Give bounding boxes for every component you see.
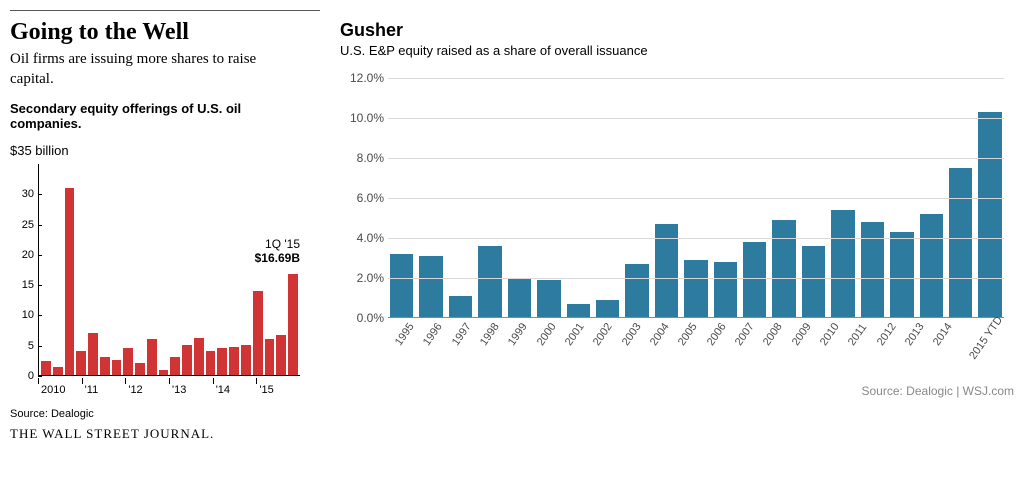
left-chart-title: Secondary equity offerings of U.S. oil c…: [10, 101, 300, 131]
chart1-bar: [100, 357, 110, 375]
chart1-bar: [147, 339, 157, 375]
right-source: Source: Dealogic | WSJ.com: [340, 384, 1014, 398]
right-panel: Gusher U.S. E&P equity raised as a share…: [320, 10, 1014, 492]
chart1-xlabels: 2010'11'12'13'14'15: [38, 378, 300, 394]
chart1-bar: [265, 339, 275, 375]
chart1-plot: [38, 164, 300, 376]
chart2-plot: [388, 78, 1004, 318]
chart2-ytick: 10.0%: [340, 111, 384, 125]
chart1-bar: [53, 367, 63, 375]
chart1-bar: [253, 291, 263, 375]
chart2-ytick: 2.0%: [340, 271, 384, 285]
chart2-ytick: 6.0%: [340, 191, 384, 205]
chart1-bar: [112, 360, 122, 375]
chart1-ytick: 5: [10, 340, 34, 352]
chart2-xtick: 2015 YTD: [967, 314, 1024, 388]
chart2-bar: [567, 304, 590, 318]
chart1-bar: [229, 347, 239, 375]
chart2-bar: [772, 220, 795, 318]
gusher-chart: 0.0%2.0%4.0%6.0%8.0%10.0%12.0% 199519961…: [340, 78, 1014, 378]
right-subtitle: U.S. E&P equity raised as a share of ove…: [340, 43, 1014, 58]
left-panel: Going to the Well Oil firms are issuing …: [10, 10, 320, 492]
chart2-bar: [537, 280, 560, 318]
chart1-ytick: 20: [10, 249, 34, 261]
right-title: Gusher: [340, 20, 1014, 41]
chart1-bar: [241, 345, 251, 375]
annotation-label: 1Q '15: [255, 237, 300, 251]
chart1-ytick: 25: [10, 219, 34, 231]
chart1-bar: [88, 333, 98, 375]
chart2-bar: [478, 246, 501, 318]
chart2-bar: [714, 262, 737, 318]
chart2-bar: [978, 112, 1001, 318]
chart1-xtick: '12: [125, 378, 169, 384]
chart1-ytick: 15: [10, 279, 34, 291]
chart1-bar: [206, 351, 216, 375]
annotation-value: $16.69B: [255, 251, 300, 265]
chart2-bar: [625, 264, 648, 318]
chart2-bar: [684, 260, 707, 318]
chart1-bar: [41, 361, 51, 375]
chart1-bar: [135, 363, 145, 375]
left-headline: Going to the Well: [10, 19, 300, 46]
left-top-axis-label: $35 billion: [10, 143, 300, 158]
chart1-bar: [159, 370, 169, 375]
chart1-bar: [288, 274, 298, 375]
chart2-bar: [802, 246, 825, 318]
secondary-offerings-chart: 1Q '15 $16.69B 051015202530 2010'11'12'1…: [10, 164, 300, 394]
chart2-bar: [419, 256, 442, 318]
wsj-brand: THE WALL STREET JOURNAL.: [10, 426, 300, 442]
chart2-ytick: 12.0%: [340, 71, 384, 85]
chart2-ytick: 8.0%: [340, 151, 384, 165]
chart2-bar: [890, 232, 913, 318]
chart2-bar: [390, 254, 413, 318]
chart2-bar: [861, 222, 884, 318]
chart1-bar: [170, 357, 180, 375]
chart1-xtick: '13: [169, 378, 213, 384]
chart2-baseline: [388, 317, 1004, 318]
chart1-bar: [123, 348, 133, 375]
chart1-xtick: 2010: [38, 378, 82, 384]
left-subhead: Oil firms are issuing more shares to rai…: [10, 50, 300, 89]
chart2-bar: [831, 210, 854, 318]
chart1-bar: [65, 188, 75, 375]
chart1-bar: [217, 348, 227, 375]
chart1-bar: [194, 338, 204, 375]
chart2-bar: [596, 300, 619, 318]
chart1-annotation: 1Q '15 $16.69B: [255, 237, 300, 266]
chart2-bar: [449, 296, 472, 318]
chart1-bars: [39, 164, 300, 375]
chart1-ytick: 10: [10, 309, 34, 321]
chart1-ytick: 30: [10, 188, 34, 200]
chart2-bar: [920, 214, 943, 318]
chart2-ytick: 4.0%: [340, 231, 384, 245]
chart1-xtick: '11: [82, 378, 126, 384]
chart1-bar: [276, 335, 286, 375]
chart1-ytick: 0: [10, 370, 34, 382]
chart2-bar: [949, 168, 972, 318]
chart1-bar: [182, 345, 192, 375]
chart2-ytick: 0.0%: [340, 311, 384, 325]
chart2-bar: [508, 278, 531, 318]
chart1-bar: [76, 351, 86, 375]
chart1-xtick: '15: [256, 378, 300, 384]
left-source: Source: Dealogic: [10, 408, 300, 420]
chart1-xtick: '14: [213, 378, 257, 384]
chart2-xlabels: 1995199619971998199920002001200220032004…: [388, 320, 1004, 378]
chart2-bar: [743, 242, 766, 318]
